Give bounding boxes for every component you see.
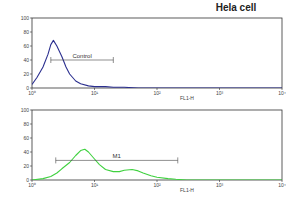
gate-line — [51, 60, 114, 61]
x-tick-label: 10¹ — [91, 182, 99, 188]
gate-label: M1 — [113, 153, 122, 159]
histogram-line — [32, 149, 282, 180]
x-axis-label: FL1-H — [180, 95, 194, 101]
y-tick-label: 60 — [23, 43, 29, 49]
panel: 02040608010010⁰10¹10²10³10⁴FL1-HM1 — [21, 107, 286, 193]
data-group — [32, 149, 282, 180]
y-tick-label: 60 — [23, 135, 29, 141]
y-tick-label: 80 — [23, 29, 29, 35]
y-tick-label: 80 — [23, 121, 29, 127]
x-tick-label: 10² — [153, 90, 161, 96]
histogram-line — [32, 40, 282, 88]
data-group — [32, 40, 282, 88]
y-tick — [30, 74, 32, 75]
y-tick-label: 100 — [21, 107, 30, 113]
x-tick-label: 10¹ — [91, 90, 99, 96]
gate-end — [55, 157, 56, 163]
x-tick-label: 10⁴ — [278, 90, 286, 96]
gate-line — [56, 160, 178, 161]
x-tick-label: 10⁰ — [28, 182, 36, 188]
y-tick — [30, 138, 32, 139]
plot-frame — [32, 18, 282, 88]
y-tick — [30, 18, 32, 19]
y-tick — [30, 110, 32, 111]
figure: Hela cell02040608010010⁰10¹10²10³10⁴FL1-… — [0, 0, 300, 200]
y-tick-label: 40 — [23, 57, 29, 63]
x-tick-label: 10³ — [216, 182, 224, 188]
y-tick-label: 100 — [21, 15, 30, 21]
plot-frame — [32, 110, 282, 180]
y-tick-label: 20 — [23, 163, 29, 169]
x-tick-label: 10³ — [216, 90, 224, 96]
y-tick-label: 40 — [23, 149, 29, 155]
gate-end — [113, 57, 114, 63]
y-tick-label: 20 — [23, 71, 29, 77]
y-tick — [30, 152, 32, 153]
y-tick — [30, 32, 32, 33]
x-tick-label: 10² — [153, 182, 161, 188]
x-tick-label: 10⁰ — [28, 90, 36, 96]
y-tick — [30, 124, 32, 125]
gate-end — [50, 57, 51, 63]
title: Hela cell — [216, 2, 257, 13]
x-axis-label: FL1-H — [180, 187, 194, 193]
y-tick — [30, 166, 32, 167]
x-tick-label: 10⁴ — [278, 182, 286, 188]
panel: 02040608010010⁰10¹10²10³10⁴FL1-HControl — [21, 15, 286, 101]
gate-label: Control — [72, 53, 91, 59]
y-tick — [30, 60, 32, 61]
y-tick — [30, 46, 32, 47]
gate-end — [177, 157, 178, 163]
